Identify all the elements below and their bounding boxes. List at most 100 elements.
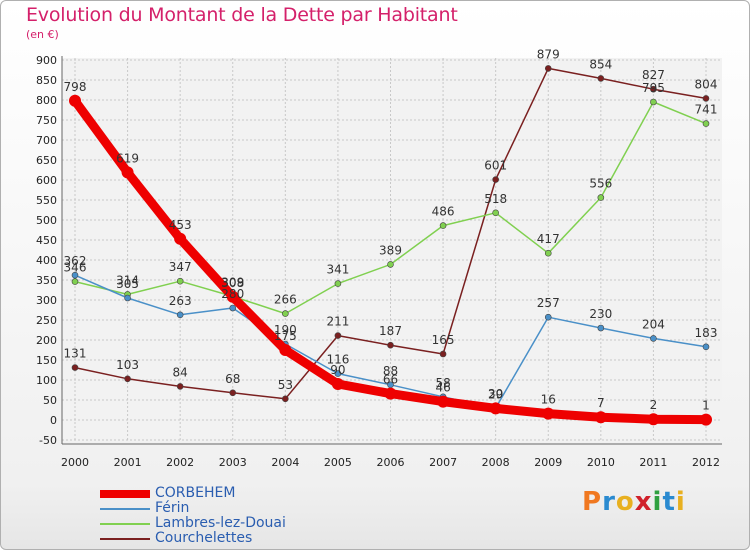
data-label: 103 — [116, 358, 139, 372]
data-point — [384, 387, 397, 400]
data-label: 798 — [64, 80, 87, 94]
data-point — [492, 176, 499, 183]
data-point — [544, 249, 552, 257]
y-tick-label: 200 — [36, 334, 57, 347]
data-label: 305 — [116, 277, 139, 291]
chart-title: Evolution du Montant de la Dette par Hab… — [26, 4, 458, 26]
data-point — [176, 277, 184, 285]
data-label: 804 — [695, 77, 718, 91]
data-point — [226, 290, 239, 303]
y-tick-label: 700 — [36, 134, 57, 147]
data-point — [700, 413, 712, 426]
data-label: 2 — [650, 398, 658, 412]
data-label: 68 — [225, 372, 240, 386]
data-label: 88 — [383, 364, 398, 378]
data-point — [650, 98, 657, 106]
data-point — [71, 271, 79, 279]
data-label: 175 — [274, 329, 297, 343]
data-label: 230 — [589, 307, 612, 321]
data-point — [597, 324, 605, 332]
data-label: 453 — [169, 218, 192, 232]
x-tick-label: 2012 — [692, 456, 720, 469]
data-label: 280 — [221, 287, 244, 301]
data-point — [597, 194, 605, 201]
data-point — [69, 94, 81, 107]
x-tick-label: 2009 — [534, 456, 562, 469]
y-tick-label: 100 — [36, 374, 57, 387]
data-point — [331, 378, 344, 390]
data-point — [544, 65, 552, 72]
data-label: 84 — [173, 365, 188, 379]
x-tick-label: 2001 — [114, 456, 142, 469]
data-point — [544, 313, 552, 321]
data-point — [650, 335, 657, 342]
data-label: 389 — [379, 243, 402, 257]
data-point — [702, 120, 710, 127]
data-point — [594, 411, 607, 424]
logo-letter: r — [602, 487, 616, 517]
x-tick-label: 2004 — [271, 456, 299, 469]
legend-label-ferin: Férin — [155, 500, 190, 516]
data-label: 347 — [169, 260, 192, 274]
x-tick-label: 2008 — [482, 456, 510, 469]
x-tick-label: 2010 — [587, 456, 615, 469]
y-tick-label: -50 — [39, 434, 57, 447]
data-label: 854 — [589, 57, 612, 71]
data-point — [650, 85, 657, 93]
x-tick-label: 2000 — [61, 456, 89, 469]
legend-label-corbehem: CORBEHEM — [155, 485, 236, 501]
legend-swatch-ferin — [100, 508, 150, 510]
y-tick-label: 800 — [36, 94, 57, 107]
data-point — [124, 294, 131, 302]
y-tick-label: 0 — [50, 414, 57, 427]
data-label: 30 — [488, 387, 503, 401]
data-point — [702, 95, 710, 102]
data-label: 116 — [326, 353, 349, 367]
data-label: 741 — [695, 103, 718, 117]
data-label: 211 — [326, 315, 349, 329]
x-tick-label: 2005 — [324, 456, 352, 469]
x-tick-label: 2007 — [429, 456, 457, 469]
data-label: 46 — [435, 381, 450, 395]
data-label: 66 — [383, 373, 398, 387]
data-label: 314 — [116, 273, 139, 287]
logo-letter: t — [662, 487, 676, 517]
data-label: 204 — [642, 317, 665, 331]
data-point — [387, 261, 394, 268]
y-tick-label: 650 — [36, 154, 57, 167]
data-label: 165 — [432, 333, 455, 347]
data-label: 795 — [642, 81, 665, 95]
data-label: 556 — [589, 177, 612, 191]
data-label: 29 — [488, 387, 503, 401]
data-point — [176, 383, 184, 390]
data-point — [229, 304, 237, 312]
x-tick-label: 2011 — [639, 456, 667, 469]
legend-label-courchelettes: Courchelettes — [155, 530, 253, 546]
y-tick-label: 400 — [36, 254, 57, 267]
logo-letter: P — [582, 487, 603, 517]
data-point — [124, 375, 131, 383]
data-point — [439, 350, 447, 358]
data-point — [702, 343, 710, 351]
data-label: 131 — [64, 347, 87, 361]
x-tick-label: 2002 — [166, 456, 194, 469]
y-tick-label: 500 — [36, 214, 57, 227]
data-label: 183 — [695, 326, 718, 340]
data-point — [387, 341, 394, 349]
legend-swatch-corbehem — [100, 490, 150, 498]
data-label: 266 — [274, 293, 297, 307]
data-label: 7 — [597, 396, 605, 410]
logo-letter: i — [675, 487, 686, 517]
data-label: 619 — [116, 151, 139, 165]
data-point — [174, 232, 187, 245]
data-point — [279, 344, 292, 356]
legend-swatch-courchelettes — [100, 538, 150, 540]
data-label: 190 — [274, 323, 297, 337]
data-point — [229, 389, 237, 397]
data-point — [71, 364, 79, 371]
data-label: 362 — [64, 254, 87, 268]
data-label: 257 — [537, 296, 560, 310]
y-tick-label: 300 — [36, 294, 57, 307]
y-tick-label: 750 — [36, 114, 57, 127]
